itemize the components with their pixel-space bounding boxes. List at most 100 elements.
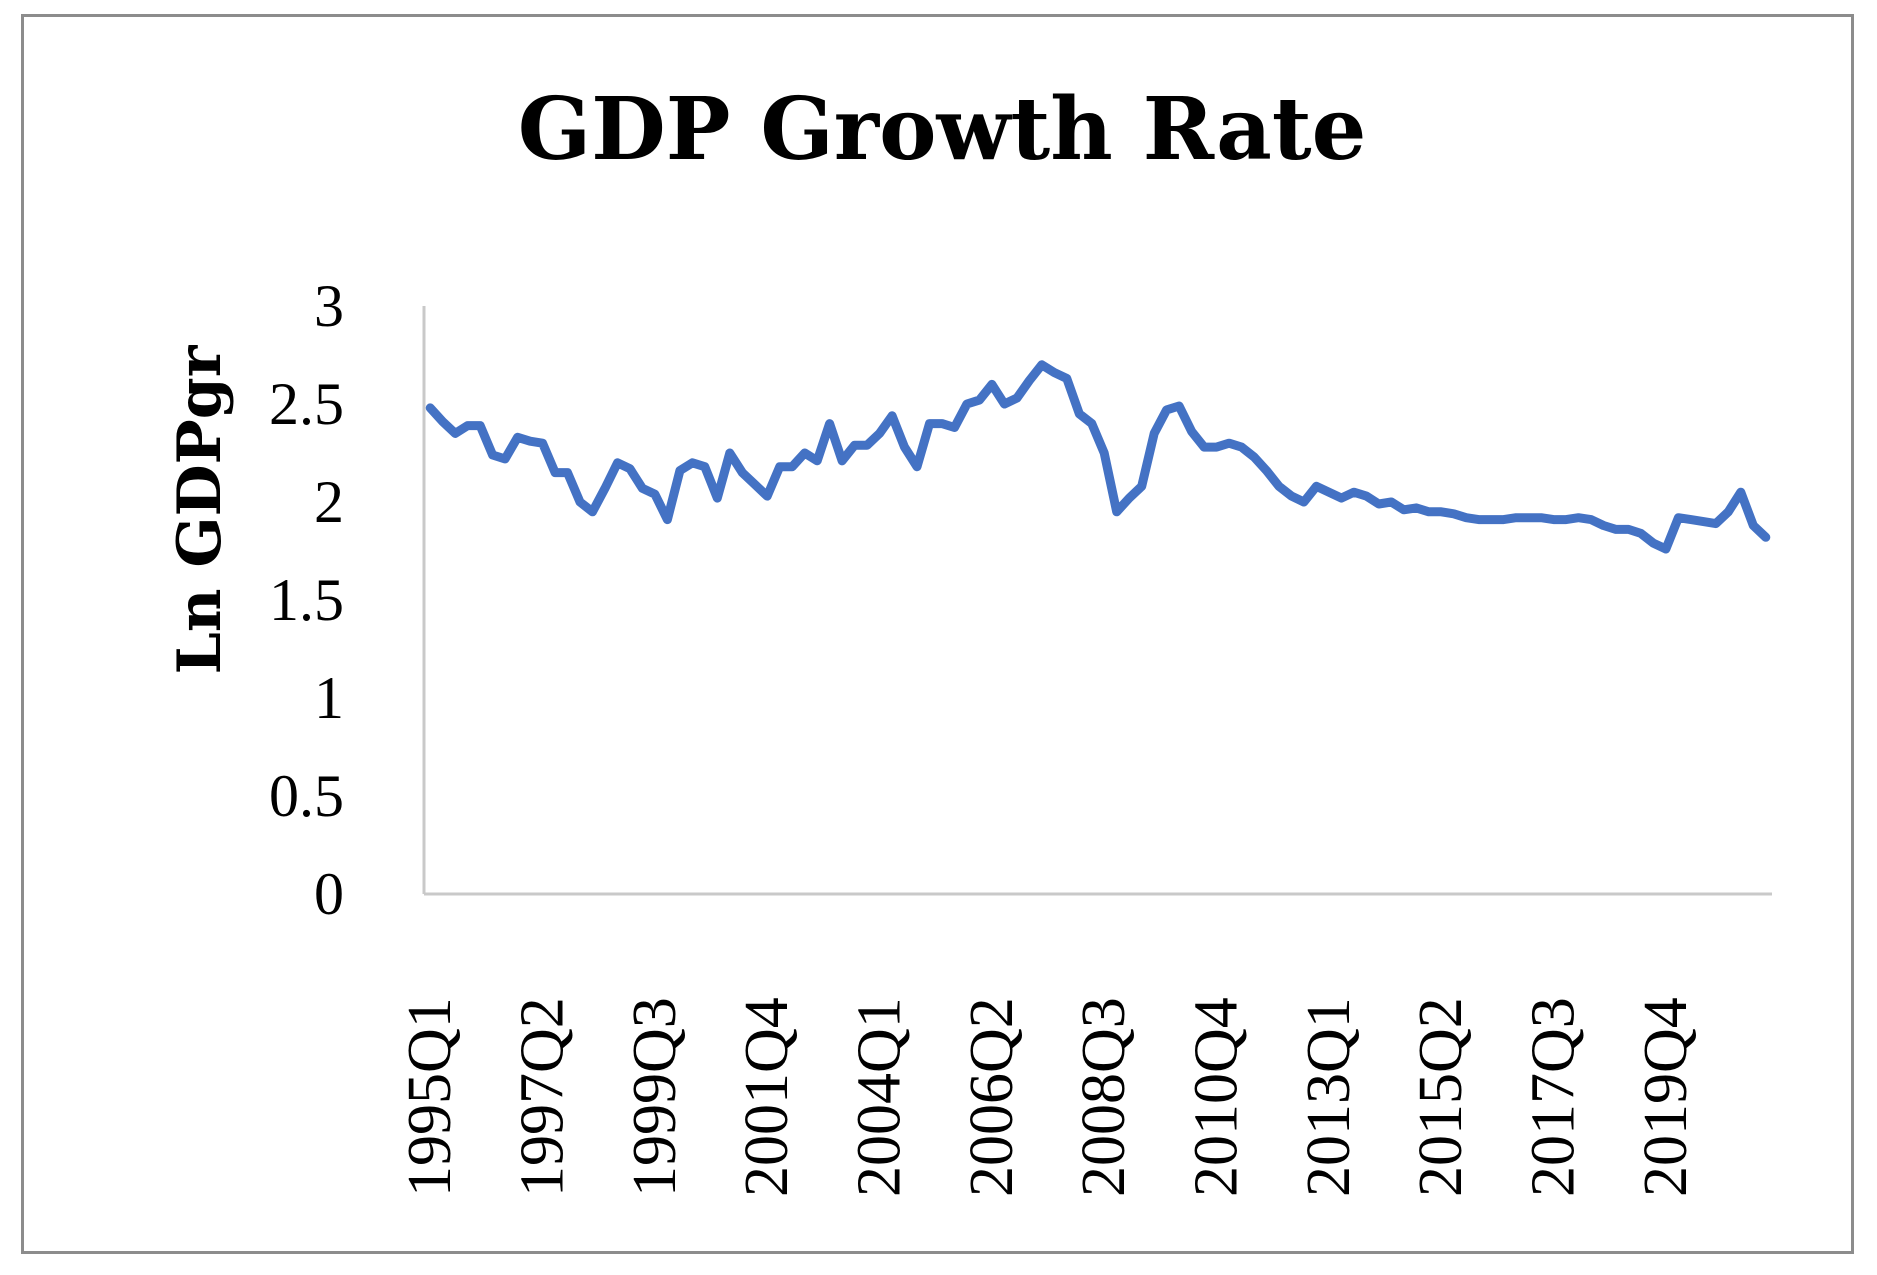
data-point bbox=[1578, 517, 1579, 519]
data-point bbox=[1390, 501, 1392, 503]
data-point bbox=[641, 487, 643, 489]
y-tick-label: 2.5 bbox=[269, 371, 344, 437]
data-point bbox=[1078, 413, 1080, 415]
x-tick-label: 2013Q1 bbox=[1295, 997, 1363, 1197]
x-tick-label: 1999Q3 bbox=[621, 997, 689, 1197]
x-tick-label: 2019Q4 bbox=[1632, 997, 1700, 1197]
data-point bbox=[1091, 423, 1093, 425]
data-point bbox=[517, 436, 519, 438]
data-point bbox=[829, 423, 831, 425]
data-point bbox=[1677, 517, 1679, 519]
series-line bbox=[425, 360, 1771, 554]
data-point bbox=[779, 466, 781, 468]
data-point bbox=[1291, 495, 1292, 497]
data-point bbox=[1515, 517, 1517, 519]
data-point bbox=[1765, 536, 1767, 538]
y-tick-label: 0 bbox=[314, 861, 344, 927]
data-point bbox=[804, 452, 806, 454]
data-point bbox=[1628, 528, 1629, 530]
data-point bbox=[654, 493, 656, 495]
x-tick-label: 2006Q2 bbox=[958, 997, 1026, 1197]
x-tick-label: 2001Q4 bbox=[733, 997, 801, 1197]
data-point bbox=[1702, 521, 1704, 523]
y-tick-label: 3 bbox=[314, 273, 344, 339]
data-point bbox=[1615, 528, 1617, 530]
y-tick-labels: 0 0.5 1 1.5 2 2.5 3 bbox=[269, 273, 344, 927]
data-point bbox=[991, 383, 993, 385]
data-point bbox=[791, 466, 793, 468]
line-chart: GDP Growth Rate Ln GDPgr 0 0.5 1 1.5 2 2.5 3 1… bbox=[165, 79, 1772, 1197]
data-point bbox=[1665, 548, 1667, 550]
data-point bbox=[716, 497, 718, 499]
data-point bbox=[691, 462, 693, 464]
data-point bbox=[1253, 456, 1255, 458]
data-point bbox=[1216, 446, 1218, 448]
data-point bbox=[1403, 509, 1405, 511]
data-point bbox=[666, 519, 668, 521]
data-point bbox=[1752, 525, 1754, 526]
data-point bbox=[442, 421, 444, 423]
data-point bbox=[1116, 511, 1118, 513]
data-point bbox=[1727, 511, 1729, 513]
y-tick-label: 1.5 bbox=[269, 567, 344, 633]
data-point bbox=[1553, 519, 1555, 521]
chart-frame: GDP Growth Rate Ln GDPgr 0 0.5 1 1.5 2 2.5 3 1… bbox=[21, 14, 1854, 1254]
x-tick-label: 2015Q2 bbox=[1407, 997, 1475, 1197]
data-point bbox=[454, 432, 456, 434]
data-point bbox=[1690, 519, 1692, 521]
data-point bbox=[1365, 495, 1367, 497]
data-point bbox=[1740, 491, 1742, 493]
data-point bbox=[1490, 519, 1492, 521]
data-point bbox=[1440, 511, 1442, 513]
data-point bbox=[704, 466, 706, 468]
data-point bbox=[879, 432, 881, 434]
data-point bbox=[1166, 409, 1168, 411]
data-point bbox=[604, 487, 606, 489]
data-point bbox=[1428, 511, 1430, 513]
data-point bbox=[1565, 519, 1567, 521]
data-point bbox=[1041, 364, 1043, 366]
data-point bbox=[1191, 430, 1193, 432]
data-point bbox=[1603, 525, 1604, 526]
data-point bbox=[866, 444, 868, 446]
x-tick-label: 2010Q4 bbox=[1183, 997, 1251, 1197]
data-point bbox=[766, 495, 768, 497]
x-tick-labels: 1995Q1 1997Q2 1999Q3 2001Q4 2004Q1 2006Q2 2008… bbox=[396, 997, 1700, 1197]
data-point bbox=[579, 501, 581, 503]
data-point bbox=[679, 470, 681, 472]
data-point bbox=[916, 466, 918, 468]
data-point bbox=[729, 452, 731, 454]
data-point bbox=[1453, 513, 1455, 515]
data-point bbox=[854, 444, 856, 446]
data-point bbox=[891, 415, 893, 417]
data-point bbox=[1241, 446, 1242, 448]
x-tick-label: 2004Q1 bbox=[846, 997, 914, 1197]
data-point bbox=[1528, 517, 1530, 519]
data-point bbox=[1178, 405, 1180, 407]
data-point bbox=[1303, 501, 1305, 503]
x-tick-label: 2017Q3 bbox=[1520, 997, 1588, 1197]
y-axis-label: Ln GDPgr bbox=[165, 344, 235, 674]
data-point bbox=[966, 403, 968, 405]
data-point bbox=[1003, 403, 1005, 405]
x-tick-label: 2008Q3 bbox=[1070, 997, 1138, 1197]
data-point bbox=[617, 462, 618, 464]
data-point bbox=[1278, 485, 1280, 487]
data-point bbox=[1128, 497, 1130, 499]
data-point bbox=[1066, 378, 1068, 379]
data-point bbox=[1465, 517, 1467, 519]
x-tick-label: 1997Q2 bbox=[509, 997, 577, 1197]
data-point bbox=[1340, 497, 1342, 499]
data-point bbox=[1715, 523, 1717, 525]
data-point bbox=[1203, 446, 1205, 448]
data-point bbox=[1028, 380, 1030, 381]
data-point bbox=[1141, 485, 1143, 487]
data-point bbox=[1103, 452, 1105, 454]
data-point bbox=[592, 511, 593, 513]
data-point bbox=[1478, 519, 1480, 521]
series-layer bbox=[425, 360, 1771, 554]
data-point bbox=[1503, 519, 1505, 521]
data-point bbox=[1415, 507, 1417, 509]
x-tick-label: 1995Q1 bbox=[396, 997, 464, 1197]
data-point bbox=[754, 483, 756, 485]
